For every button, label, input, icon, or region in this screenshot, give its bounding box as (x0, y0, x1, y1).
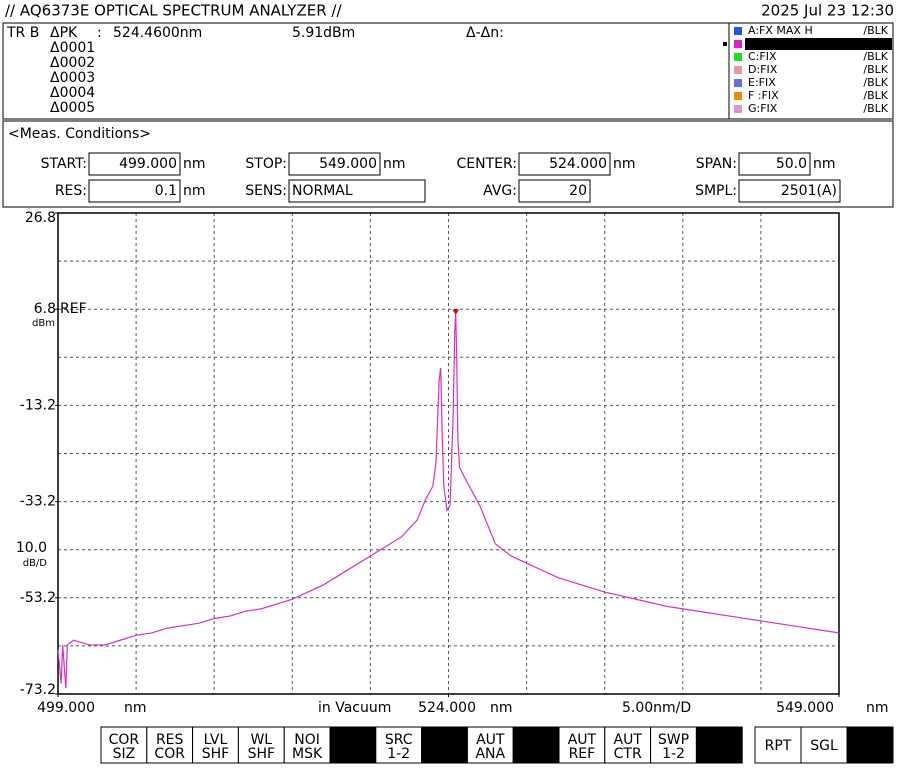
trace-name[interactable]: E:FIX (748, 76, 776, 89)
trace-name[interactable]: F :FIX (748, 89, 779, 102)
trace-name[interactable]: G:FIX (748, 102, 778, 115)
trace-mode[interactable]: /DSP (862, 37, 888, 50)
ref-label: REF (60, 301, 87, 317)
trace-color[interactable] (734, 27, 742, 35)
softkey-label[interactable]: MSK (292, 746, 323, 762)
conditions-title: <Meas. Conditions> (8, 126, 151, 142)
field-unit: nm (183, 156, 206, 172)
softkey-label[interactable]: CTR (614, 746, 642, 762)
sweep-key-label[interactable]: RPT (765, 738, 792, 754)
peak-level: 5.91dBm (292, 25, 355, 41)
y-unit: dBm (32, 318, 55, 329)
peak-label: ΔPK (50, 25, 78, 41)
y-tick-label: -13.2 (20, 397, 56, 413)
selection-indicator (723, 42, 727, 46)
softkey-label[interactable]: SIZ (113, 746, 136, 762)
trace-color[interactable] (734, 92, 742, 100)
trace-color[interactable] (734, 79, 742, 87)
trace-mode[interactable]: /BLK (863, 89, 888, 102)
y-tick-label: -53.2 (20, 590, 56, 606)
trace-mode[interactable]: /BLK (863, 50, 888, 63)
trace-name[interactable]: D:FIX (748, 63, 778, 76)
field-label: STOP: (245, 156, 287, 172)
trace-mode[interactable]: /BLK (863, 24, 888, 37)
x-tick-label: 524.000 (418, 700, 476, 716)
field-label: AVG: (483, 183, 517, 199)
y-tick-label: -73.2 (20, 682, 56, 698)
softkey-label[interactable]: COR (154, 746, 185, 762)
field-value[interactable]: 499.000 (119, 156, 177, 172)
trace-color[interactable] (734, 66, 742, 74)
y-scale: 10.0 (16, 540, 47, 556)
field-unit: nm (813, 156, 836, 172)
separator: : (97, 25, 102, 41)
field-label: RES: (55, 183, 87, 199)
field-label: SMPL: (695, 183, 737, 199)
field-value[interactable]: 0.1 (155, 183, 177, 199)
field-label: SPAN: (696, 156, 737, 172)
softkey-label[interactable]: 1-2 (662, 746, 685, 762)
y-scale-unit: dB/D (23, 558, 48, 569)
softkey-label[interactable]: SHF (248, 746, 275, 762)
y-tick-label: 26.8 (25, 210, 56, 226)
delta-marker: Δ0001 (50, 40, 95, 56)
field-label: CENTER: (456, 156, 517, 172)
field-unit: nm (613, 156, 636, 172)
peak-wavelength: 524.4600nm (113, 25, 202, 41)
trace-mode[interactable]: /BLK (863, 63, 888, 76)
softkey-label[interactable]: OFS (431, 746, 459, 762)
softkey-label[interactable]: REF (569, 746, 596, 762)
delta-marker: Δ0005 (50, 100, 95, 116)
x-note: in Vacuum (318, 700, 391, 716)
x-tick-label: 499.000 (37, 700, 95, 716)
y-tick-label: -33.2 (20, 494, 56, 510)
trace-mode[interactable]: /BLK (863, 102, 888, 115)
x-unit: nm (866, 700, 889, 716)
field-value[interactable]: 549.000 (319, 156, 377, 172)
x-scale: 5.00nm/D (622, 700, 691, 716)
x-unit: nm (490, 700, 513, 716)
trace-mode[interactable]: /BLK (863, 76, 888, 89)
peak-marker (452, 309, 459, 314)
field-unit: nm (383, 156, 406, 172)
x-tick-label: 549.000 (776, 700, 834, 716)
field-value[interactable]: NORMAL (292, 183, 353, 199)
delta-marker: Δ0002 (50, 55, 95, 71)
field-value[interactable]: 2501(A) (781, 183, 837, 199)
field-unit: nm (183, 183, 206, 199)
delta-marker: Δ0003 (50, 70, 95, 86)
sweep-key-label[interactable]: STP (857, 738, 883, 754)
softkey-label[interactable]: SHF (202, 746, 229, 762)
softkey-label[interactable]: OTH (704, 746, 734, 762)
field-label: START: (41, 156, 87, 172)
softkey-label[interactable]: 1-2 (387, 746, 410, 762)
softkey-label[interactable]: ZOM (337, 746, 370, 762)
x-unit: nm (124, 700, 147, 716)
field-label: SENS: (245, 183, 287, 199)
softkey-label[interactable]: ANA (475, 746, 505, 762)
y-tick-label: 6.8 (34, 301, 56, 317)
trace-label: TR B (6, 25, 39, 41)
softkey-label[interactable]: SRC (522, 746, 550, 762)
trace-color[interactable] (734, 40, 742, 48)
trace-name[interactable]: C:FIX (748, 50, 777, 63)
title: // AQ6373E OPTICAL SPECTRUM ANALYZER // (5, 2, 342, 20)
trace-name[interactable]: A:FX MAX H (748, 24, 813, 37)
field-value[interactable]: 20 (569, 183, 587, 199)
trace-color[interactable] (734, 53, 742, 61)
delta-marker: Δ0004 (50, 85, 95, 101)
delta-label: Δ-Δn: (466, 25, 504, 41)
datetime: 2025 Jul 23 12:30 (761, 2, 894, 20)
field-value[interactable]: 50.0 (776, 156, 807, 172)
trace-color[interactable] (734, 105, 742, 113)
trace-name[interactable]: B:WRITE (748, 37, 795, 50)
field-value[interactable]: 524.000 (549, 156, 607, 172)
sweep-key-label[interactable]: SGL (810, 738, 838, 754)
